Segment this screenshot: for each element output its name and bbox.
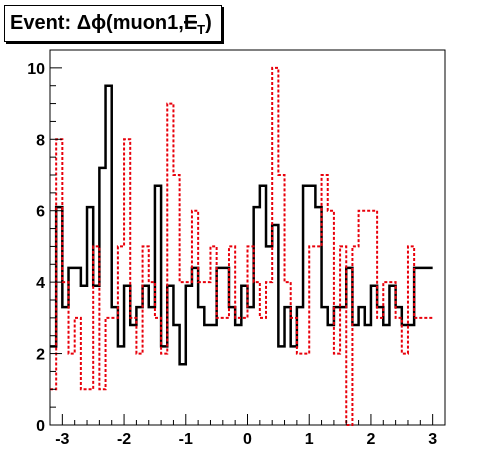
chart-title-prefix: Event: (10, 12, 77, 34)
chart-title-main: Δϕ(muon1, (76, 12, 184, 34)
x-tick-label: 0 (243, 431, 252, 448)
axes-layer: -3 -2 -1 0 1 2 3 0 2 4 6 8 10 (27, 49, 446, 448)
x-tick-label: -2 (117, 431, 131, 448)
y-tick-label: 6 (36, 204, 45, 221)
y-tick-label: 0 (36, 418, 45, 435)
series-layer (50, 66, 433, 426)
chart-title-met-subscript: T (197, 22, 206, 37)
chart-title: Event: Δϕ(muon1,ET) (4, 5, 222, 42)
x-tick-label: -3 (55, 431, 69, 448)
y-tick-label: 2 (36, 347, 45, 364)
x-tick-label: 3 (428, 431, 437, 448)
y-tick-label: 8 (36, 132, 45, 149)
x-tick-label: -1 (179, 431, 193, 448)
y-tick-label: 4 (36, 275, 45, 292)
plot-frame (49, 49, 446, 426)
plot-border (49, 49, 446, 426)
x-tick-label: 2 (366, 431, 375, 448)
series-dashed-line (50, 66, 433, 426)
x-tick-label: 1 (305, 431, 314, 448)
series-solid-line (50, 84, 433, 366)
chart-title-suffix: ) (205, 12, 212, 34)
chart-title-met: E (183, 12, 198, 34)
y-tick-label: 10 (27, 61, 45, 78)
